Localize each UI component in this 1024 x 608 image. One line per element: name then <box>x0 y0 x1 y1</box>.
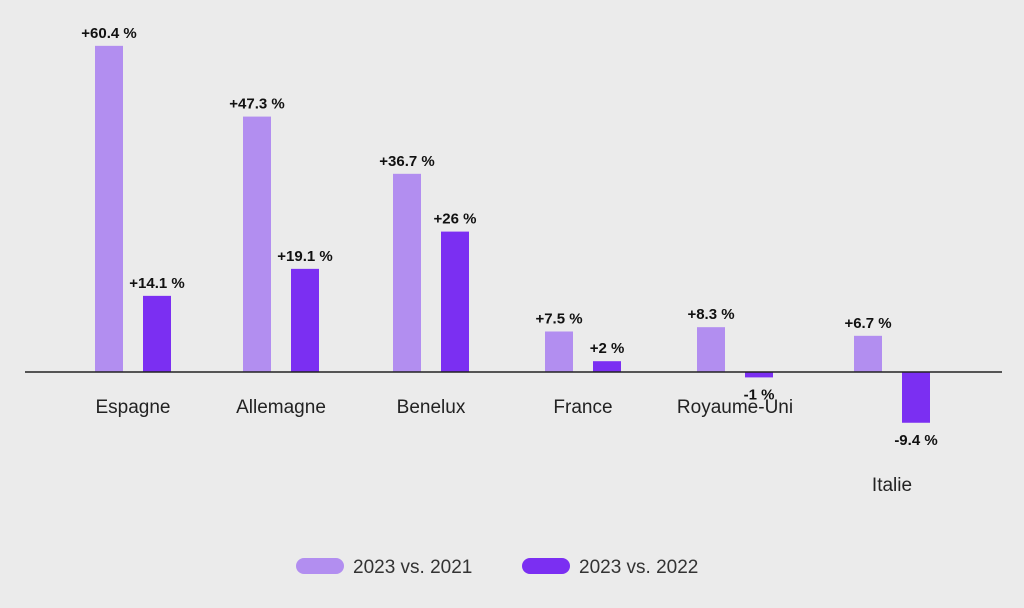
bar-italie-series-1 <box>854 335 882 372</box>
category-label-benelux: Benelux <box>397 397 466 418</box>
value-label-royaume-uni-series-2: -1 % <box>744 386 775 403</box>
bar-espagne-series-2 <box>143 295 171 372</box>
value-label-benelux-series-2: +26 % <box>434 211 477 228</box>
value-label-benelux-series-1: +36.7 % <box>379 153 434 170</box>
category-label-espagne: Espagne <box>95 397 170 418</box>
category-label-italie: Italie <box>872 475 912 496</box>
value-label-france-series-1: +7.5 % <box>535 311 582 328</box>
bar-benelux-series-1 <box>393 173 421 372</box>
value-label-france-series-2: +2 % <box>590 340 625 357</box>
value-label-italie-series-1: +6.7 % <box>844 315 891 332</box>
value-label-allemagne-series-2: +19.1 % <box>277 248 332 265</box>
value-label-espagne-series-1: +60.4 % <box>81 25 136 42</box>
bar-royaume-uni-series-1 <box>697 327 725 372</box>
bar-france-series-1 <box>545 331 573 372</box>
bar-allemagne-series-1 <box>243 116 271 372</box>
value-label-allemagne-series-1: +47.3 % <box>229 96 284 113</box>
bar-france-series-2 <box>593 361 621 372</box>
legend-label-series-1: 2023 vs. 2021 <box>353 557 472 578</box>
bar-benelux-series-2 <box>441 231 469 372</box>
category-label-france: France <box>553 397 612 418</box>
legend-label-series-2: 2023 vs. 2022 <box>579 557 698 578</box>
legend-swatch-series-2 <box>522 558 570 574</box>
value-label-espagne-series-2: +14.1 % <box>129 275 184 292</box>
bar-allemagne-series-2 <box>291 268 319 372</box>
bar-espagne-series-1 <box>95 45 123 373</box>
bar-italie-series-2 <box>902 372 930 423</box>
legend-swatch-series-1 <box>296 558 344 574</box>
value-label-italie-series-2: -9.4 % <box>894 432 937 449</box>
category-label-allemagne: Allemagne <box>236 397 326 418</box>
bar-royaume-uni-series-2 <box>745 372 773 378</box>
category-label-royaume-uni: Royaume-Uni <box>677 397 793 418</box>
value-label-royaume-uni-series-1: +8.3 % <box>687 306 734 323</box>
